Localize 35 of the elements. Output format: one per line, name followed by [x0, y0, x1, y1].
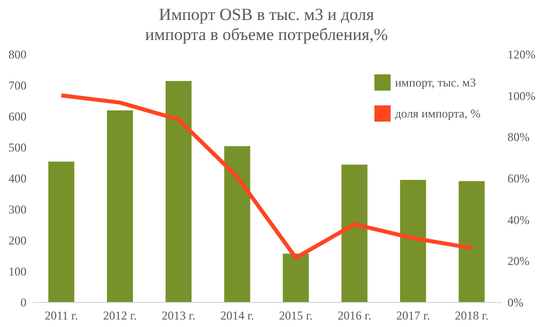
chart-title: Импорт OSB в тыс. м3 и доля импорта в объеме потребления,%	[145, 5, 388, 44]
bar	[458, 181, 485, 302]
y2-tick-label: 100%	[508, 88, 536, 103]
y2-tick-label: 60%	[508, 172, 530, 186]
x-tick-label: 2013 г.	[162, 308, 196, 322]
y2-tick-label: 20%	[508, 254, 530, 268]
y-tick-label: 500	[8, 140, 26, 154]
bar	[341, 164, 368, 302]
x-tick-label: 2014 г.	[220, 308, 254, 322]
y-tick-label: 700	[8, 78, 26, 92]
y2-tick-label: 40%	[508, 212, 530, 227]
y-tick-label: 800	[8, 48, 26, 62]
x-tick-label: 2017 г.	[396, 308, 430, 322]
bar	[400, 180, 426, 302]
y2-tick-label: 80%	[508, 130, 530, 144]
bar	[282, 254, 309, 302]
bar	[106, 110, 133, 302]
y2-tick-label: 0%	[508, 296, 524, 310]
legend-label: импорт, тыс. м3	[395, 76, 476, 90]
x-tick-label: 2018 г.	[454, 308, 488, 322]
y-tick-label: 300	[8, 202, 26, 216]
y2-tick-label: 120%	[508, 48, 536, 62]
y-tick-label: 400	[8, 172, 26, 186]
legend-label: доля импорта, %	[395, 106, 480, 120]
x-tick-label: 2012 г.	[103, 308, 137, 322]
y-tick-label: 200	[8, 234, 26, 248]
x-tick-label: 2011 г.	[44, 308, 78, 322]
x-tick-label: 2016 г.	[338, 308, 372, 322]
y-tick-label: 100	[8, 264, 26, 278]
bar	[48, 162, 74, 302]
bar	[166, 80, 192, 302]
x-tick-label: 2015 г.	[279, 308, 313, 322]
y-tick-label: 600	[8, 110, 26, 124]
bar	[224, 146, 250, 302]
y-tick-label: 0	[20, 296, 26, 310]
